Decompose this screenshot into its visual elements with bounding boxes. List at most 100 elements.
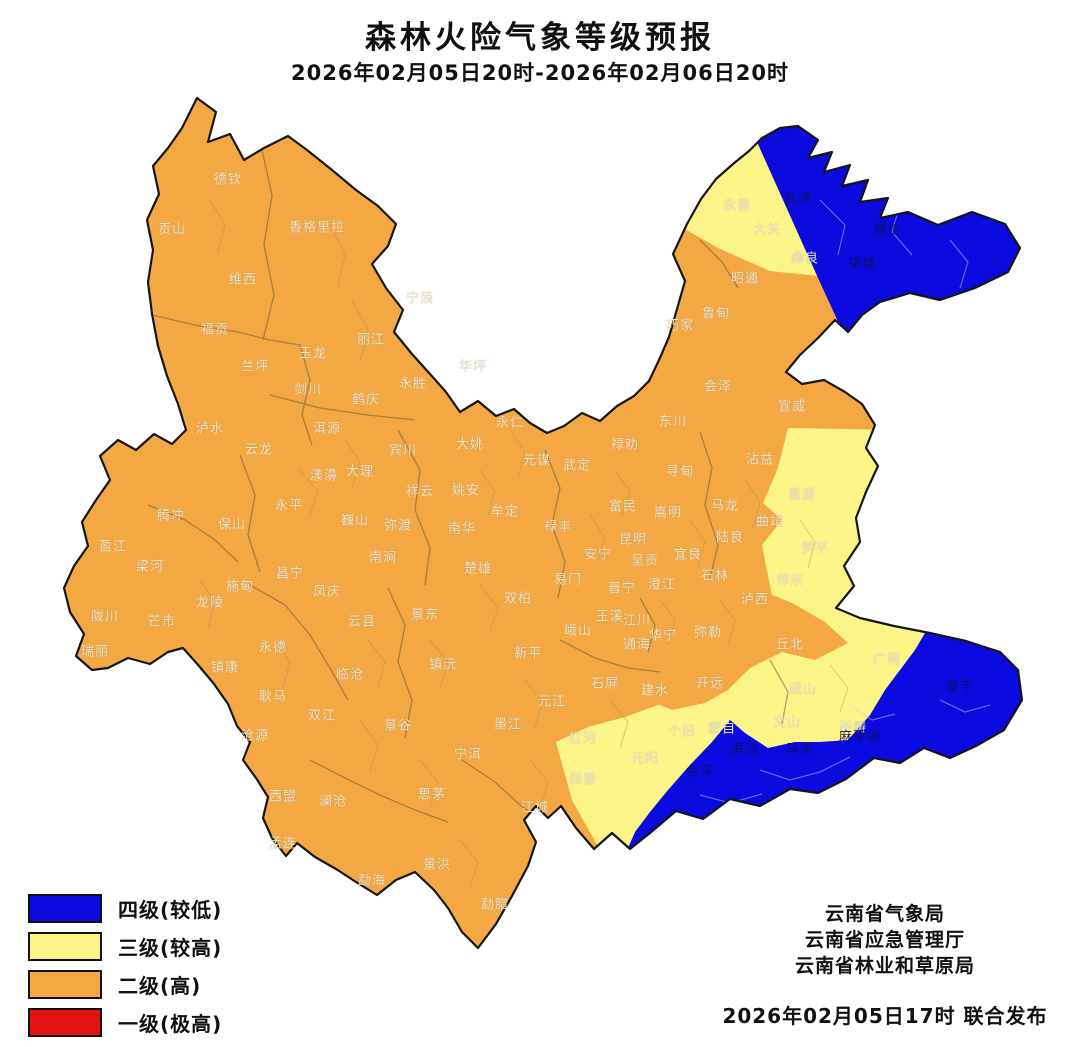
county-label: 文山: [772, 715, 802, 731]
county-label: 西盟: [268, 789, 298, 805]
county-label: 云县: [347, 614, 377, 630]
county-label: 泸水: [195, 421, 225, 437]
county-label: 宣威: [777, 399, 807, 415]
county-label: 镇沅: [428, 657, 458, 673]
county-label: 临沧: [335, 667, 365, 683]
county-label: 鹤庆: [351, 392, 381, 408]
county-label: 镇康: [210, 660, 240, 676]
county-label: 元江: [537, 694, 567, 710]
county-label: 禄丰: [543, 519, 573, 535]
county-label: 新平: [513, 646, 543, 662]
county-label: 红河: [568, 731, 598, 747]
county-label: 宁蒗: [405, 291, 435, 307]
county-label: 元谋: [522, 453, 552, 469]
county-label: 勐腊: [480, 897, 510, 913]
county-label: 景洪: [422, 857, 452, 873]
county-label: 陇川: [90, 609, 120, 625]
legend: 四级(较低) 三级(较高) 二级(高) 一级(极高): [28, 889, 222, 1041]
county-label: 广南: [872, 652, 902, 668]
county-label: 双江: [307, 708, 337, 724]
county-label: 香格里拉: [288, 220, 346, 236]
legend-item: 二级(高): [28, 965, 222, 1003]
county-label: 景谷: [383, 718, 413, 734]
county-label: 开远: [695, 676, 725, 692]
legend-swatch-red: [28, 1007, 102, 1037]
county-label: 维西: [228, 272, 258, 288]
county-label: 石屏: [590, 676, 620, 692]
county-label: 砚山: [788, 682, 818, 698]
county-label: 陆良: [715, 530, 745, 546]
legend-swatch-blue: [28, 893, 102, 923]
county-label: 华坪: [458, 359, 488, 375]
county-label: 麻栗坡: [838, 729, 882, 745]
county-label: 玉溪: [595, 609, 625, 625]
county-label: 富宁: [945, 679, 975, 695]
legend-label: 一级(极高): [118, 1011, 223, 1036]
county-label: 昌宁: [275, 566, 305, 582]
county-label: 罗平: [800, 541, 830, 557]
county-label: 富源: [787, 487, 817, 503]
county-label: 嵩明: [653, 505, 683, 521]
county-label: 易门: [553, 572, 583, 588]
county-label: 大姚: [455, 437, 485, 453]
county-label: 宜良: [673, 547, 703, 563]
county-label: 巧家: [665, 318, 695, 334]
county-label: 澜沧: [318, 794, 348, 810]
county-label: 鲁甸: [701, 306, 731, 322]
county-label: 福贡: [200, 322, 230, 338]
county-label: 盐津: [783, 191, 813, 207]
agency-line: 云南省应急管理厅: [804, 929, 965, 951]
zone-qiubei-wedge-level2: [648, 585, 848, 710]
county-label: 盈江: [98, 539, 128, 555]
county-label: 会泽: [703, 379, 733, 395]
county-label: 寻甸: [665, 464, 695, 480]
county-label: 丽江: [356, 332, 386, 348]
legend-label: 三级(较高): [118, 935, 223, 960]
agency-line: 云南省林业和草原局: [794, 955, 975, 977]
county-label: 沧源: [240, 728, 270, 744]
county-label: 威信: [873, 222, 903, 238]
county-label: 巍山: [340, 513, 370, 529]
county-label: 昆明: [618, 532, 648, 548]
county-label: 墨江: [493, 717, 523, 733]
county-label: 双柏: [503, 591, 533, 607]
county-label: 永仁: [495, 415, 525, 431]
county-label: 武定: [562, 458, 592, 474]
county-label: 江城: [520, 800, 550, 816]
county-label: 梁河: [135, 559, 165, 575]
county-borders: [199, 199, 849, 889]
legend-item: 一级(极高): [28, 1003, 222, 1041]
county-label: 西畴: [838, 720, 868, 736]
county-label: 祥云: [405, 484, 435, 500]
county-label: 宁洱: [453, 747, 483, 763]
forecast-period: 2026年02月05日20时-2026年02月06日20时: [291, 61, 789, 85]
county-label: 南华: [447, 521, 477, 537]
county-label: 勐海: [357, 873, 387, 889]
county-label: 永德: [258, 640, 288, 656]
county-label: 兰坪: [240, 359, 270, 375]
county-label: 贡山: [157, 222, 187, 238]
county-label: 富民: [608, 499, 638, 515]
legend-item: 三级(较高): [28, 927, 222, 965]
county-label: 芒市: [147, 614, 177, 630]
county-label: 镇雄: [847, 256, 877, 272]
county-label: 峨山: [563, 623, 593, 639]
county-label: 马龙: [710, 498, 740, 514]
county-label: 个旧: [667, 724, 697, 740]
county-label: 江川: [622, 613, 652, 629]
county-label: 昭通: [730, 271, 760, 287]
county-label: 元阳: [630, 751, 660, 767]
county-label: 通海: [622, 637, 652, 653]
county-label: 耿马: [258, 689, 288, 705]
county-label: 施甸: [225, 579, 255, 595]
county-label: 宾川: [388, 443, 418, 459]
issuing-agencies: 云南省气象局 云南省应急管理厅 云南省林业和草原局: [740, 901, 1030, 979]
county-label: 瑞丽: [80, 644, 110, 660]
legend-item: 四级(较低): [28, 889, 222, 927]
county-label: 云龙: [244, 442, 274, 458]
county-label: 弥勒: [693, 625, 723, 641]
county-label: 曲靖: [755, 514, 785, 530]
county-label: 德钦: [213, 172, 243, 188]
county-label: 牟定: [490, 504, 520, 520]
